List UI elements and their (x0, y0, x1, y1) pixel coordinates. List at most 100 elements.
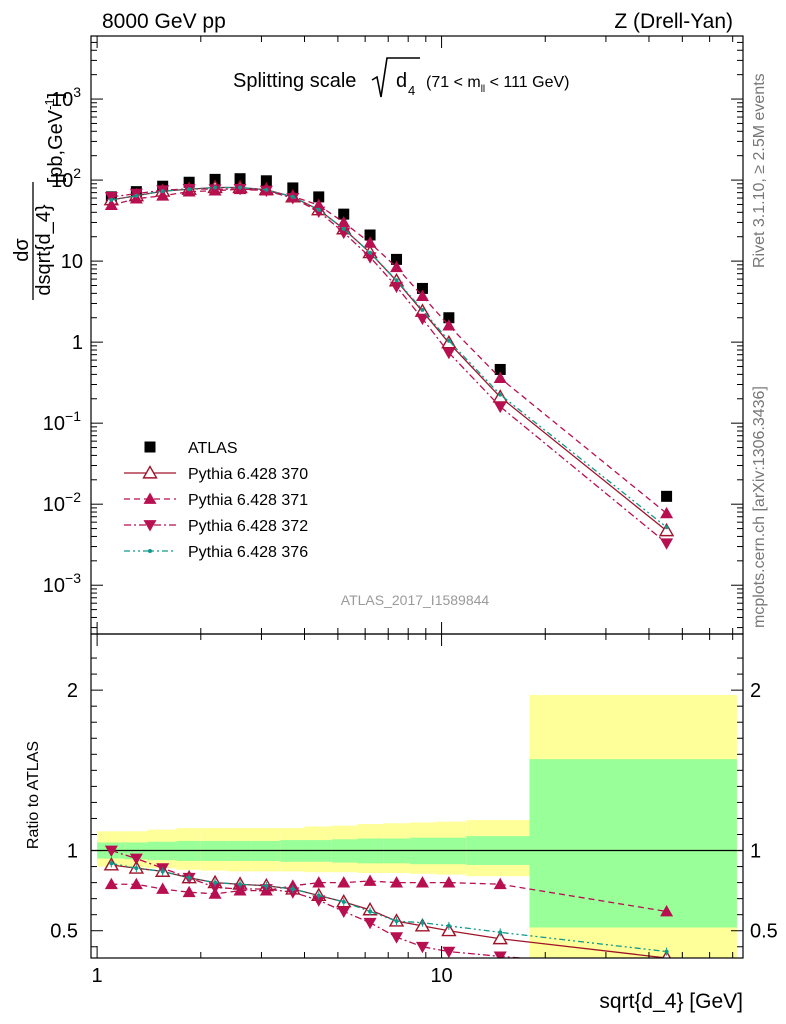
y-tick-label-1e0: 1 (72, 332, 83, 354)
ratio-point-1-14 (493, 877, 507, 890)
ratio-point-2-11 (390, 932, 404, 944)
ratio-point-1-8 (312, 876, 326, 888)
ratio-point-2-5 (233, 884, 247, 896)
ratio-point-1-1 (129, 877, 143, 890)
data-point-3-5 (233, 183, 247, 196)
ratio-line-1 (111, 880, 667, 913)
data-point-0-14 (494, 363, 506, 375)
ylabel-units-exp: -1 (42, 98, 57, 110)
x-tick-label-1: 1 (92, 965, 103, 987)
sqrt-symbol (371, 57, 420, 98)
y-axis-label-ratio: Ratio to ATLAS (25, 741, 42, 849)
data-point-4-1 (134, 193, 139, 198)
ratio-point-1-2 (156, 882, 170, 894)
y-tick-label-1e2: 102 (51, 165, 81, 192)
tick-exponent: −3 (65, 570, 81, 586)
data-point-4-7 (290, 194, 295, 199)
ratio-point-2-9 (337, 906, 351, 918)
ratio-point-2-4 (208, 882, 222, 894)
data-point-0-5 (234, 173, 246, 185)
data-point-3-10 (363, 252, 377, 264)
data-point-2-10 (363, 236, 377, 248)
data-point-0-10 (364, 229, 376, 241)
legend-marker-1 (142, 465, 158, 479)
legend-marker-4 (148, 549, 152, 553)
ratio-point-1-10 (363, 874, 377, 886)
y-tick-label-1e-2: 10−2 (43, 489, 81, 516)
ylabel-denominator: dsqrt{d_4} (33, 204, 55, 296)
data-point-0-7 (287, 182, 299, 194)
title-range-start: (71 < m (426, 74, 481, 91)
ratio-point-3-6 (264, 883, 269, 888)
ratio-point-3-0 (109, 861, 114, 866)
ratio-point-3-14 (498, 930, 503, 935)
legend-marker-3 (143, 520, 157, 532)
series-line-1 (111, 186, 667, 532)
data-point-2-15 (660, 506, 674, 519)
data-point-3-13 (442, 347, 456, 360)
data-point-2-12 (415, 289, 429, 301)
data-point-3-15 (660, 538, 674, 550)
analysis-watermark: ATLAS_2017_I1589844 (341, 592, 490, 608)
ratio-ytick-label-right-1: 1 (750, 841, 761, 863)
data-point-4-0 (109, 197, 114, 202)
ratio-point-2-10 (363, 917, 377, 930)
data-point-0-4 (209, 173, 221, 185)
series-layer (103, 173, 675, 958)
ylabel-units: [pb,GeV-1] (42, 93, 67, 184)
data-point-0-9 (338, 208, 350, 220)
data-point-3-8 (312, 206, 326, 218)
ratio-point-3-10 (368, 909, 373, 914)
data-point-4-12 (420, 307, 425, 312)
tick-exponent: 2 (73, 165, 81, 181)
legend-marker-2 (143, 492, 157, 504)
data-point-1-15 (658, 522, 675, 537)
data-point-2-0 (104, 198, 118, 211)
data-point-3-11 (390, 281, 404, 294)
ratio-point-2-1 (129, 853, 143, 866)
ratio-point-1-13 (442, 876, 456, 888)
data-point-3-9 (337, 227, 351, 240)
ratio-point-3-11 (394, 919, 399, 924)
data-point-0-15 (661, 490, 673, 502)
title-var: d (396, 70, 407, 92)
data-point-4-14 (498, 392, 503, 397)
x-axis-label: sqrt{d_4} [GeV] (599, 990, 743, 1013)
ylabel-units-close: ] (45, 93, 67, 99)
legend-label-1: Pythia 6.428 370 (188, 466, 308, 483)
ratio-point-2-6 (259, 884, 273, 896)
data-point-2-9 (337, 215, 351, 228)
ratio-point-3-5 (238, 882, 243, 887)
ratio-point-0-14 (492, 930, 508, 945)
data-point-4-5 (238, 185, 243, 190)
ratio-point-2-13 (442, 946, 456, 958)
ratio-point-3-12 (420, 920, 425, 925)
ratio-point-3-8 (316, 893, 321, 898)
data-point-3-14 (493, 401, 507, 414)
legend: ATLAS Pythia 6.428 370 Pythia 6.428 371 Pyt… (124, 440, 308, 561)
ratio-ytick-label-left-0.5: 0.5 (50, 921, 78, 943)
data-point-4-4 (213, 185, 218, 190)
rivet-version-label: Rivet 3.1.10, ≥ 2.5M events (751, 73, 768, 268)
y-axis-label-main: dσ dsqrt{d_4} [pb,GeV-1] (11, 93, 67, 300)
ratio-ytick-label-left-1: 1 (67, 841, 78, 863)
ratio-point-3-15 (664, 949, 669, 954)
title-var-sub: 4 (408, 83, 415, 98)
data-point-0-6 (260, 175, 272, 187)
main-series-group (103, 173, 675, 550)
ratio-point-2-7 (286, 887, 300, 899)
ratio-ytick-label-right-0.5: 0.5 (750, 921, 778, 943)
data-point-4-15 (664, 525, 669, 530)
ratio-point-3-2 (160, 869, 165, 874)
x-tick-label-10: 10 (430, 965, 452, 987)
data-point-0-12 (416, 282, 428, 294)
ratio-point-2-8 (312, 895, 326, 907)
legend-marker-0 (144, 441, 156, 453)
header-left-label: 8000 GeV pp (102, 10, 226, 33)
data-point-3-4 (208, 184, 222, 196)
ratio-point-1-11 (390, 876, 404, 888)
ratio-point-1-15 (660, 904, 674, 917)
data-point-0-8 (313, 191, 325, 203)
data-point-3-12 (415, 313, 429, 326)
